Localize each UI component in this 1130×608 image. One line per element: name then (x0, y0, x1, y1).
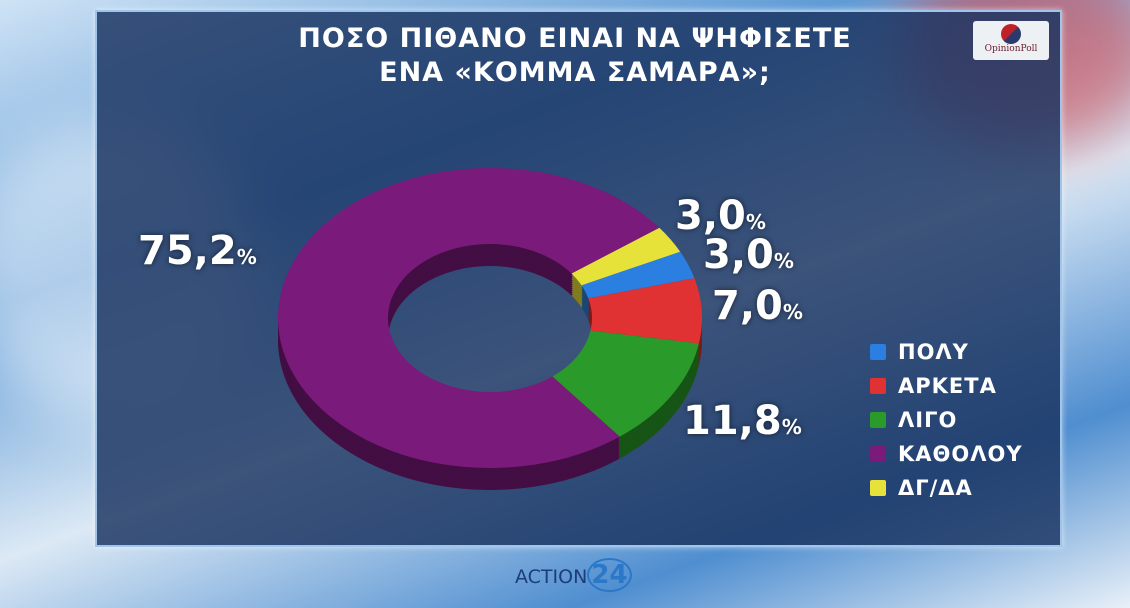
legend-item: ΛΙΓΟ (870, 403, 1023, 437)
legend-label: ΠΟΛΥ (898, 340, 969, 364)
data-label: 3,0% (675, 193, 766, 239)
data-label: 75,2% (138, 228, 257, 274)
legend: ΠΟΛΥ ΑΡΚΕΤΑ ΛΙΓΟ ΚΑΘΟΛΟΥ ΔΓ/ΔΑ (870, 335, 1023, 505)
slice-ΚΑΘΟΛΟΥ (278, 168, 660, 469)
data-label: 7,0% (712, 283, 803, 329)
legend-label: ΛΙΓΟ (898, 408, 958, 432)
logo-circle-icon (1001, 24, 1021, 44)
legend-swatch (870, 344, 886, 360)
chart-title: ΠΟΣΟ ΠΙΘΑΝΟ ΕΙΝΑΙ ΝΑ ΨΗΦΙΣΕΤΕ ΕΝΑ «ΚΟΜΜΑ… (95, 22, 1055, 90)
legend-item: ΠΟΛΥ (870, 335, 1023, 369)
brand-number: 24 (587, 558, 632, 592)
slice-ΔΓ/ΔΑ (571, 227, 681, 286)
legend-swatch (870, 446, 886, 462)
data-label: 3,0% (703, 232, 794, 278)
opinionpoll-logo: OpinionPoll (973, 21, 1049, 60)
action24-logo: ACTION 24 (515, 558, 632, 592)
title-line-1: ΠΟΣΟ ΠΙΘΑΝΟ ΕΙΝΑΙ ΝΑ ΨΗΦΙΣΕΤΕ (298, 23, 852, 54)
legend-swatch (870, 378, 886, 394)
logo-text: OpinionPoll (984, 44, 1038, 54)
slice-ΑΡΚΕΤΑ (588, 278, 702, 344)
legend-label: ΑΡΚΕΤΑ (898, 374, 997, 398)
legend-swatch (870, 480, 886, 496)
data-label: 11,8% (683, 398, 802, 444)
title-line-2: ΕΝΑ «ΚΟΜΜΑ ΣΑΜΑΡΑ»; (379, 57, 771, 88)
legend-item: ΚΑΘΟΛΟΥ (870, 437, 1023, 471)
legend-item: ΔΓ/ΔΑ (870, 471, 1023, 505)
legend-item: ΑΡΚΕΤΑ (870, 369, 1023, 403)
legend-swatch (870, 412, 886, 428)
brand-name: ACTION (515, 566, 588, 588)
legend-label: ΔΓ/ΔΑ (898, 476, 973, 500)
legend-label: ΚΑΘΟΛΟΥ (898, 442, 1023, 466)
slice-ΛΙΓΟ (552, 330, 699, 437)
slice-ΠΟΛΥ (581, 251, 695, 299)
